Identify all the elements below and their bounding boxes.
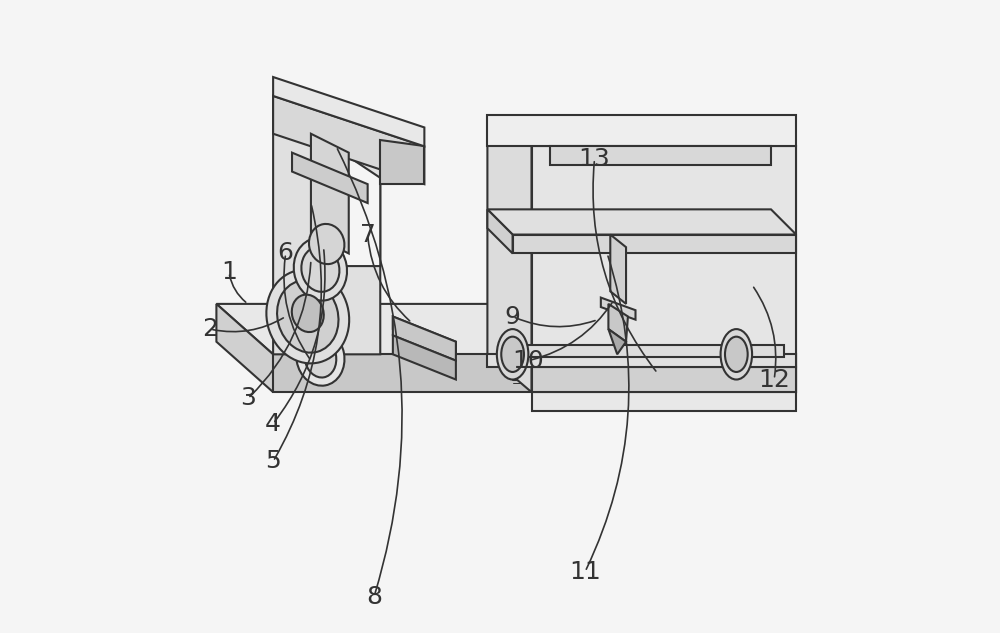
Text: 6: 6 [278,241,294,265]
Ellipse shape [301,247,339,292]
Ellipse shape [292,294,324,332]
Polygon shape [311,134,349,253]
Polygon shape [532,367,796,392]
Text: 7: 7 [360,223,376,247]
Polygon shape [532,146,796,392]
Polygon shape [487,210,796,235]
Ellipse shape [304,337,336,377]
Polygon shape [393,335,456,380]
Ellipse shape [501,337,524,372]
Text: 4: 4 [265,411,281,436]
Polygon shape [513,235,796,253]
Polygon shape [216,304,273,392]
Text: 9: 9 [505,304,521,329]
Text: 3: 3 [240,386,256,410]
Text: 5: 5 [265,449,281,473]
Polygon shape [292,153,368,203]
Polygon shape [500,345,784,358]
Ellipse shape [721,329,752,380]
Ellipse shape [266,270,349,363]
Polygon shape [216,304,796,354]
Polygon shape [393,316,456,354]
Polygon shape [273,96,380,354]
Polygon shape [273,354,796,392]
Polygon shape [380,140,424,184]
Text: 13: 13 [579,147,610,171]
Ellipse shape [296,329,344,385]
Text: 1: 1 [221,260,237,284]
Polygon shape [610,235,626,304]
Ellipse shape [309,224,344,264]
Polygon shape [487,354,796,367]
Ellipse shape [294,238,347,301]
Polygon shape [273,96,424,184]
Text: 12: 12 [758,368,790,392]
Polygon shape [273,77,424,146]
Text: 10: 10 [512,349,544,373]
Text: 2: 2 [202,317,218,341]
Ellipse shape [725,337,748,372]
Polygon shape [532,146,796,411]
Polygon shape [550,146,771,165]
Text: 11: 11 [569,560,601,584]
Polygon shape [393,316,456,361]
Ellipse shape [497,329,528,380]
Polygon shape [487,210,513,253]
Text: 8: 8 [366,585,382,609]
Polygon shape [324,140,380,266]
Polygon shape [601,298,635,320]
Ellipse shape [277,280,338,353]
Polygon shape [608,329,626,354]
Polygon shape [487,115,532,392]
Polygon shape [487,115,796,146]
Polygon shape [608,304,628,342]
